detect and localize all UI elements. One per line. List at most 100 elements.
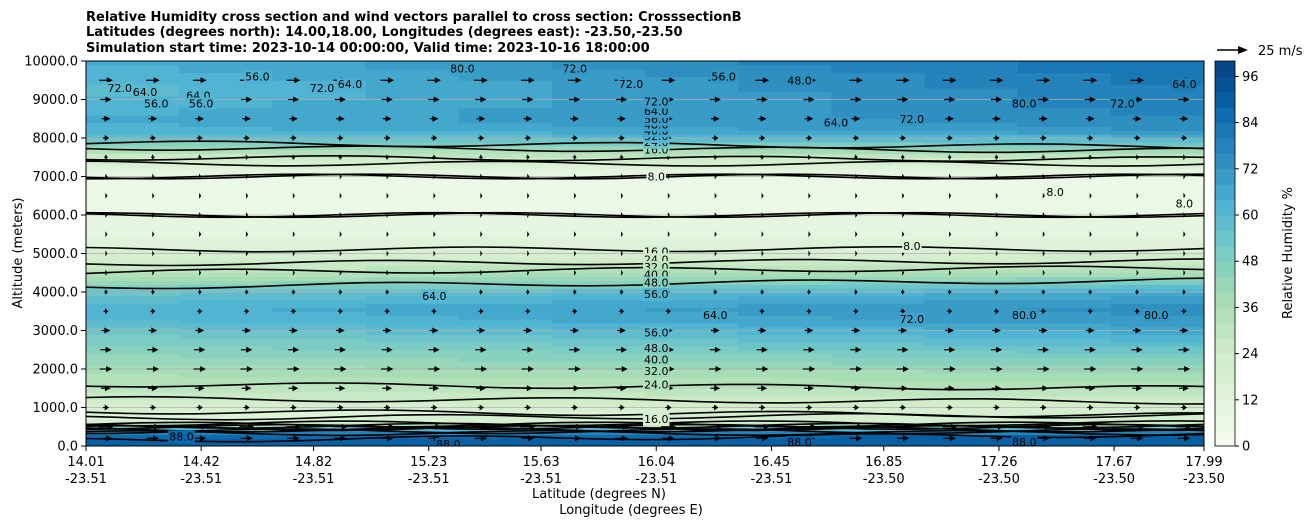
contour-label-background — [244, 70, 271, 84]
humidity-cell — [1110, 203, 1204, 208]
wind-vector — [1087, 135, 1094, 141]
humidity-cell — [86, 107, 180, 112]
humidity-cell — [924, 95, 1019, 101]
humidity-cell — [1110, 222, 1204, 228]
wind-vector — [1042, 269, 1045, 276]
wind-vector — [620, 192, 624, 199]
humidity-cell — [365, 330, 460, 335]
wind-vector — [433, 231, 436, 238]
humidity-cell — [272, 322, 367, 328]
wind-vector — [523, 115, 533, 122]
humidity-cell — [645, 180, 739, 185]
humidity-cell — [458, 126, 553, 131]
contour-label-background — [898, 312, 926, 326]
humidity-cell — [365, 365, 460, 370]
humidity-cell — [551, 168, 646, 174]
humidity-cell — [738, 230, 832, 235]
wind-vector — [1041, 289, 1046, 295]
wind-vector — [386, 231, 389, 238]
wind-vector — [854, 154, 858, 161]
wind-vector — [760, 154, 765, 161]
humidity-cell — [458, 184, 553, 189]
humidity-cell — [86, 207, 180, 212]
humidity-cell — [179, 349, 273, 355]
y-tick-label: 6000.0 — [33, 209, 79, 224]
humidity-cell — [831, 407, 926, 412]
humidity-cell — [551, 272, 646, 278]
wind-vector — [574, 173, 577, 180]
humidity-cell — [551, 61, 646, 66]
humidity-cell — [645, 353, 739, 359]
humidity-cell — [924, 114, 1019, 120]
humidity-cell — [272, 95, 367, 101]
humidity-cell — [458, 372, 553, 378]
humidity-cell — [1110, 61, 1204, 66]
wind-vector — [665, 308, 671, 315]
wind-vector — [989, 77, 1004, 84]
wind-vector — [1134, 308, 1140, 315]
humidity-cell — [645, 218, 739, 224]
humidity-cell — [645, 299, 739, 305]
humidity-cell — [924, 99, 1019, 104]
humidity-cell — [738, 99, 832, 104]
humidity-cell — [458, 164, 553, 170]
wind-vector — [1136, 231, 1139, 238]
humidity-cell — [1110, 288, 1204, 293]
humidity-cell — [551, 403, 646, 409]
humidity-cell — [831, 292, 926, 297]
colorbar-tick-label: 36 — [1242, 301, 1259, 316]
humidity-cell — [738, 195, 832, 201]
humidity-cell — [86, 180, 180, 185]
humidity-cell — [924, 303, 1019, 308]
humidity-cell — [86, 230, 180, 235]
wind-vector — [850, 385, 861, 392]
wind-vector — [667, 192, 670, 199]
humidity-cell — [179, 407, 273, 412]
wind-vector — [993, 404, 1000, 411]
humidity-cell — [272, 99, 367, 104]
humidity-cell — [86, 253, 180, 258]
humidity-cell — [551, 261, 646, 266]
humidity-cell — [86, 134, 180, 139]
wind-vector — [105, 212, 108, 218]
humidity-cell — [738, 272, 832, 278]
humidity-cell — [1110, 130, 1204, 135]
humidity-cell — [365, 272, 460, 278]
humidity-cell — [365, 311, 460, 316]
wind-vector — [849, 77, 863, 84]
humidity-cell — [924, 369, 1019, 374]
humidity-cell — [179, 265, 273, 270]
humidity-cell — [645, 311, 739, 316]
humidity-cell — [831, 91, 926, 97]
humidity-cell — [179, 188, 273, 193]
contour-label-background — [786, 436, 813, 446]
humidity-cell — [645, 114, 739, 120]
humidity-cell — [458, 241, 553, 247]
humidity-cell — [179, 372, 273, 378]
humidity-cell — [1017, 299, 1112, 305]
humidity-cell — [458, 87, 553, 93]
humidity-cell — [645, 384, 739, 389]
humidity-cell — [458, 442, 553, 446]
humidity-cell — [645, 234, 739, 239]
wind-vector — [989, 423, 1004, 430]
humidity-cell — [86, 392, 180, 397]
humidity-cell — [924, 61, 1019, 66]
humidity-cell — [924, 76, 1019, 81]
contour-label-background — [308, 81, 336, 95]
humidity-cell — [86, 318, 180, 324]
humidity-cell — [738, 153, 832, 158]
humidity-cell — [365, 226, 460, 231]
humidity-cell — [1110, 114, 1204, 120]
humidity-cell — [458, 84, 553, 89]
contour-label-background — [642, 378, 670, 392]
humidity-cell — [1110, 226, 1204, 231]
humidity-cell — [738, 357, 832, 362]
wind-vector — [1088, 289, 1093, 295]
contour-label-background — [786, 74, 813, 88]
humidity-cell — [1110, 361, 1204, 366]
humidity-cell — [272, 288, 367, 293]
wind-vector — [199, 231, 202, 238]
x-tick-label-lat: 14.42 — [183, 455, 220, 470]
